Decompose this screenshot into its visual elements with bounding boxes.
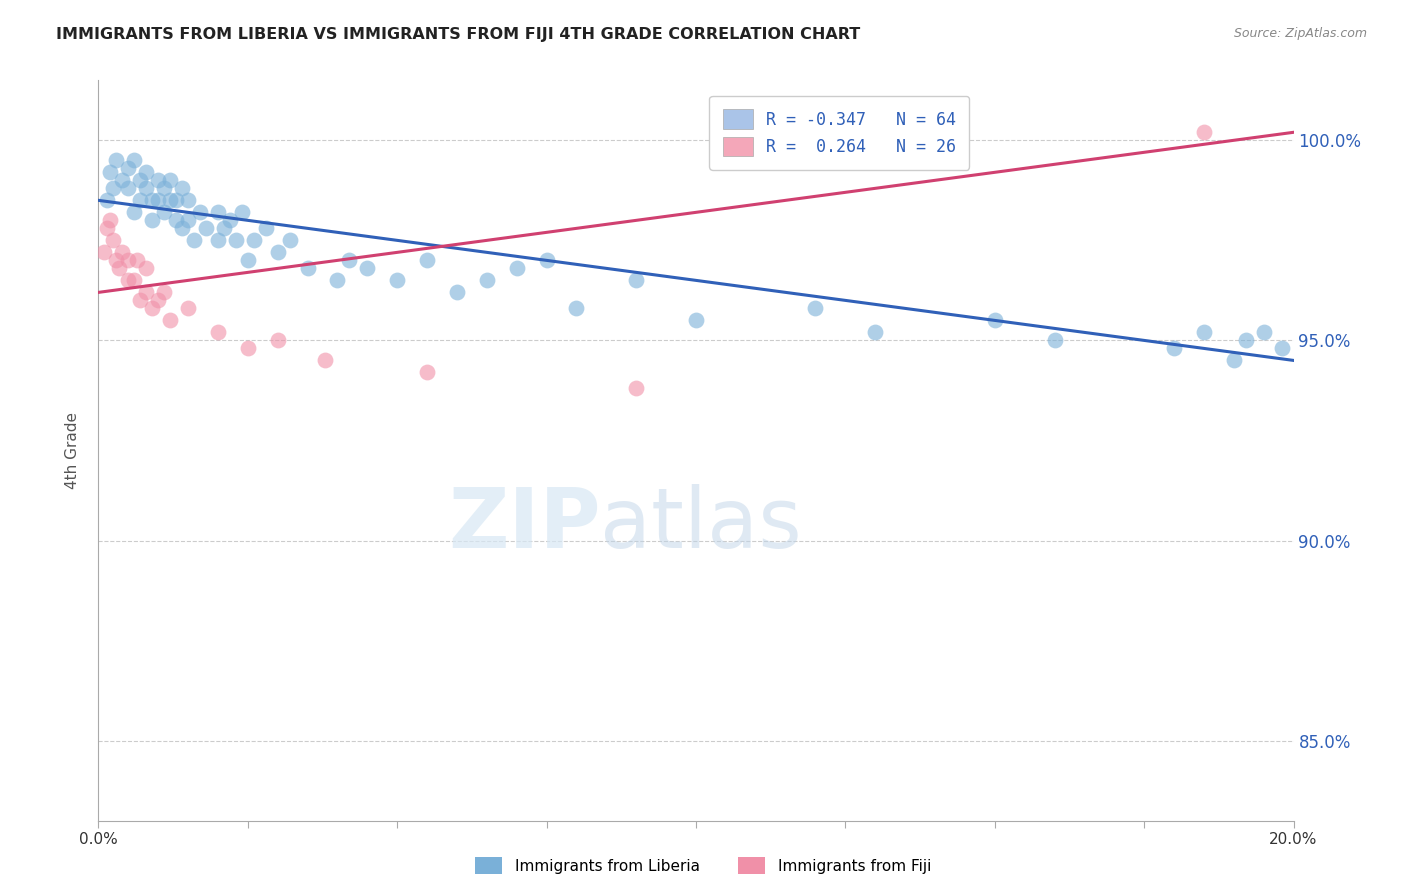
Point (117, 273, 139, 287)
Point (129, 194, 152, 208)
Point (446, 285, 468, 300)
Point (148, 173, 170, 187)
Point (177, 213, 200, 227)
Point (159, 194, 181, 208)
Point (141, 194, 163, 208)
Point (236, 253, 259, 268)
Point (96, 221, 118, 235)
Point (1192, 326, 1215, 340)
Point (207, 205, 229, 219)
Point (685, 313, 707, 327)
Point (98, 165, 122, 179)
Point (243, 233, 266, 247)
Point (207, 233, 229, 247)
Point (1223, 353, 1246, 368)
Point (108, 261, 131, 276)
Point (626, 273, 648, 287)
Point (188, 205, 211, 219)
Point (105, 153, 128, 168)
Point (111, 173, 134, 187)
Point (536, 253, 558, 268)
Point (172, 181, 194, 195)
Point (626, 381, 648, 395)
Text: IMMIGRANTS FROM LIBERIA VS IMMIGRANTS FROM FIJI 4TH GRADE CORRELATION CHART: IMMIGRANTS FROM LIBERIA VS IMMIGRANTS FR… (56, 27, 860, 42)
Point (416, 253, 439, 268)
Point (129, 173, 152, 187)
Point (219, 213, 242, 227)
Point (159, 313, 181, 327)
Point (356, 261, 378, 276)
Text: Source: ZipAtlas.com: Source: ZipAtlas.com (1233, 27, 1367, 40)
Point (172, 221, 194, 235)
Point (416, 366, 439, 380)
Point (267, 334, 290, 348)
Point (124, 205, 146, 219)
Point (207, 326, 229, 340)
Point (326, 273, 349, 287)
Point (1253, 326, 1275, 340)
Point (96, 194, 118, 208)
Point (117, 181, 139, 195)
Point (804, 301, 827, 316)
Point (159, 173, 181, 187)
Point (153, 205, 176, 219)
Point (105, 253, 128, 268)
Point (278, 233, 301, 247)
Point (153, 285, 176, 300)
Point (141, 213, 163, 227)
Point (231, 205, 253, 219)
Point (148, 194, 170, 208)
Text: atlas: atlas (600, 484, 801, 565)
Point (111, 245, 134, 260)
Point (236, 342, 259, 356)
Point (135, 165, 157, 179)
Point (339, 253, 361, 268)
Point (98, 213, 122, 227)
Y-axis label: 4th Grade: 4th Grade (65, 412, 80, 489)
Point (93, 245, 115, 260)
Point (475, 273, 498, 287)
Point (297, 261, 319, 276)
Point (135, 285, 157, 300)
Point (177, 194, 200, 208)
Text: ZIP: ZIP (449, 484, 600, 565)
Point (225, 233, 247, 247)
Point (195, 221, 218, 235)
Point (148, 293, 170, 308)
Legend: R = -0.347   N = 64, R =  0.264   N = 26: R = -0.347 N = 64, R = 0.264 N = 26 (710, 96, 969, 169)
Point (124, 273, 146, 287)
Point (565, 301, 588, 316)
Point (129, 293, 152, 308)
Point (165, 213, 187, 227)
Point (865, 326, 887, 340)
Point (254, 221, 277, 235)
Point (1271, 342, 1294, 356)
Point (103, 233, 125, 247)
Point (506, 261, 529, 276)
Point (267, 245, 290, 260)
Point (103, 181, 125, 195)
Point (177, 301, 200, 316)
Point (153, 181, 176, 195)
Point (385, 273, 409, 287)
Point (124, 153, 146, 168)
Point (141, 301, 163, 316)
Legend: Immigrants from Liberia, Immigrants from Fiji: Immigrants from Liberia, Immigrants from… (468, 851, 938, 880)
Point (315, 353, 337, 368)
Point (135, 181, 157, 195)
Point (1043, 334, 1066, 348)
Point (183, 233, 205, 247)
Point (165, 194, 187, 208)
Point (1234, 334, 1257, 348)
Point (984, 313, 1007, 327)
Point (1163, 342, 1185, 356)
Point (117, 253, 139, 268)
Point (117, 161, 139, 176)
Point (212, 221, 235, 235)
Point (1192, 125, 1215, 139)
Point (127, 253, 149, 268)
Point (135, 261, 157, 276)
